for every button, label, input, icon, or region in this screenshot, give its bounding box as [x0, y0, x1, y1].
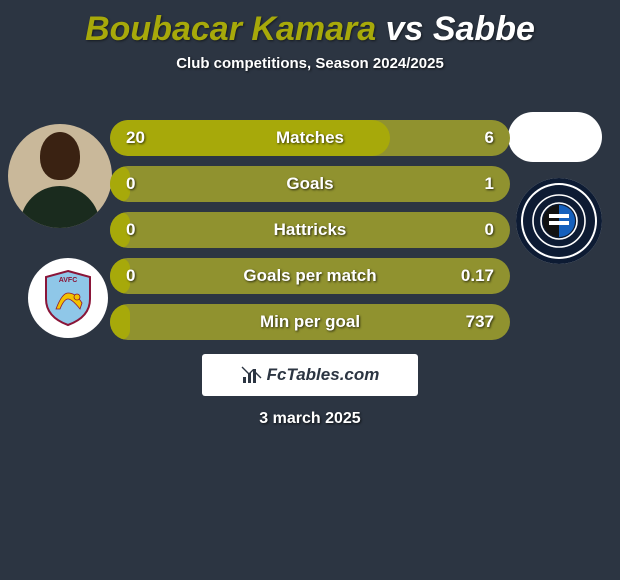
stat-fill	[110, 120, 390, 156]
svg-text:AVFC: AVFC	[59, 277, 78, 284]
subtitle: Club competitions, Season 2024/2025	[0, 55, 620, 72]
club-crest-left: AVFC	[28, 258, 108, 338]
brand-badge: FcTables.com	[202, 354, 418, 396]
stat-bars: 20 Matches 6 0 Goals 1 0 Hattricks 0 0 Goals per m…	[110, 120, 510, 350]
stat-row-hattricks: 0 Hattricks 0	[110, 212, 510, 248]
club-brugge-crest-icon	[529, 191, 589, 251]
stat-row-goals-per-match: 0 Goals per match 0.17	[110, 258, 510, 294]
stat-left-value: 0	[126, 174, 135, 194]
stat-label: Hattricks	[274, 220, 347, 240]
stat-right-value: 6	[485, 128, 494, 148]
stat-label: Goals	[286, 174, 333, 194]
title-player1: Boubacar Kamara	[85, 10, 376, 48]
stat-left-value: 0	[126, 220, 135, 240]
stat-fill	[110, 304, 130, 340]
aston-villa-crest-icon: AVFC	[42, 269, 94, 327]
page-title: Boubacar Kamara vs Sabbe	[0, 0, 620, 49]
stat-row-min-per-goal: Min per goal 737	[110, 304, 510, 340]
title-vs: vs	[386, 10, 433, 48]
bar-chart-icon	[241, 365, 263, 385]
stat-row-goals: 0 Goals 1	[110, 166, 510, 202]
stat-right-value: 1	[485, 174, 494, 194]
stat-row-matches: 20 Matches 6	[110, 120, 510, 156]
stat-right-value: 0	[485, 220, 494, 240]
title-player2: Sabbe	[433, 10, 535, 48]
comparison-date: 3 march 2025	[0, 410, 620, 428]
stat-right-value: 0.17	[461, 266, 494, 286]
player-photo-right	[508, 112, 602, 162]
club-crest-right	[516, 178, 602, 264]
stat-left-value: 0	[126, 266, 135, 286]
brand-text: FcTables.com	[267, 365, 380, 385]
stat-left-value: 20	[126, 128, 145, 148]
player-photo-left	[8, 124, 112, 228]
stat-label: Matches	[276, 128, 344, 148]
stat-label: Goals per match	[243, 266, 376, 286]
stat-right-value: 737	[466, 312, 494, 332]
stat-label: Min per goal	[260, 312, 360, 332]
